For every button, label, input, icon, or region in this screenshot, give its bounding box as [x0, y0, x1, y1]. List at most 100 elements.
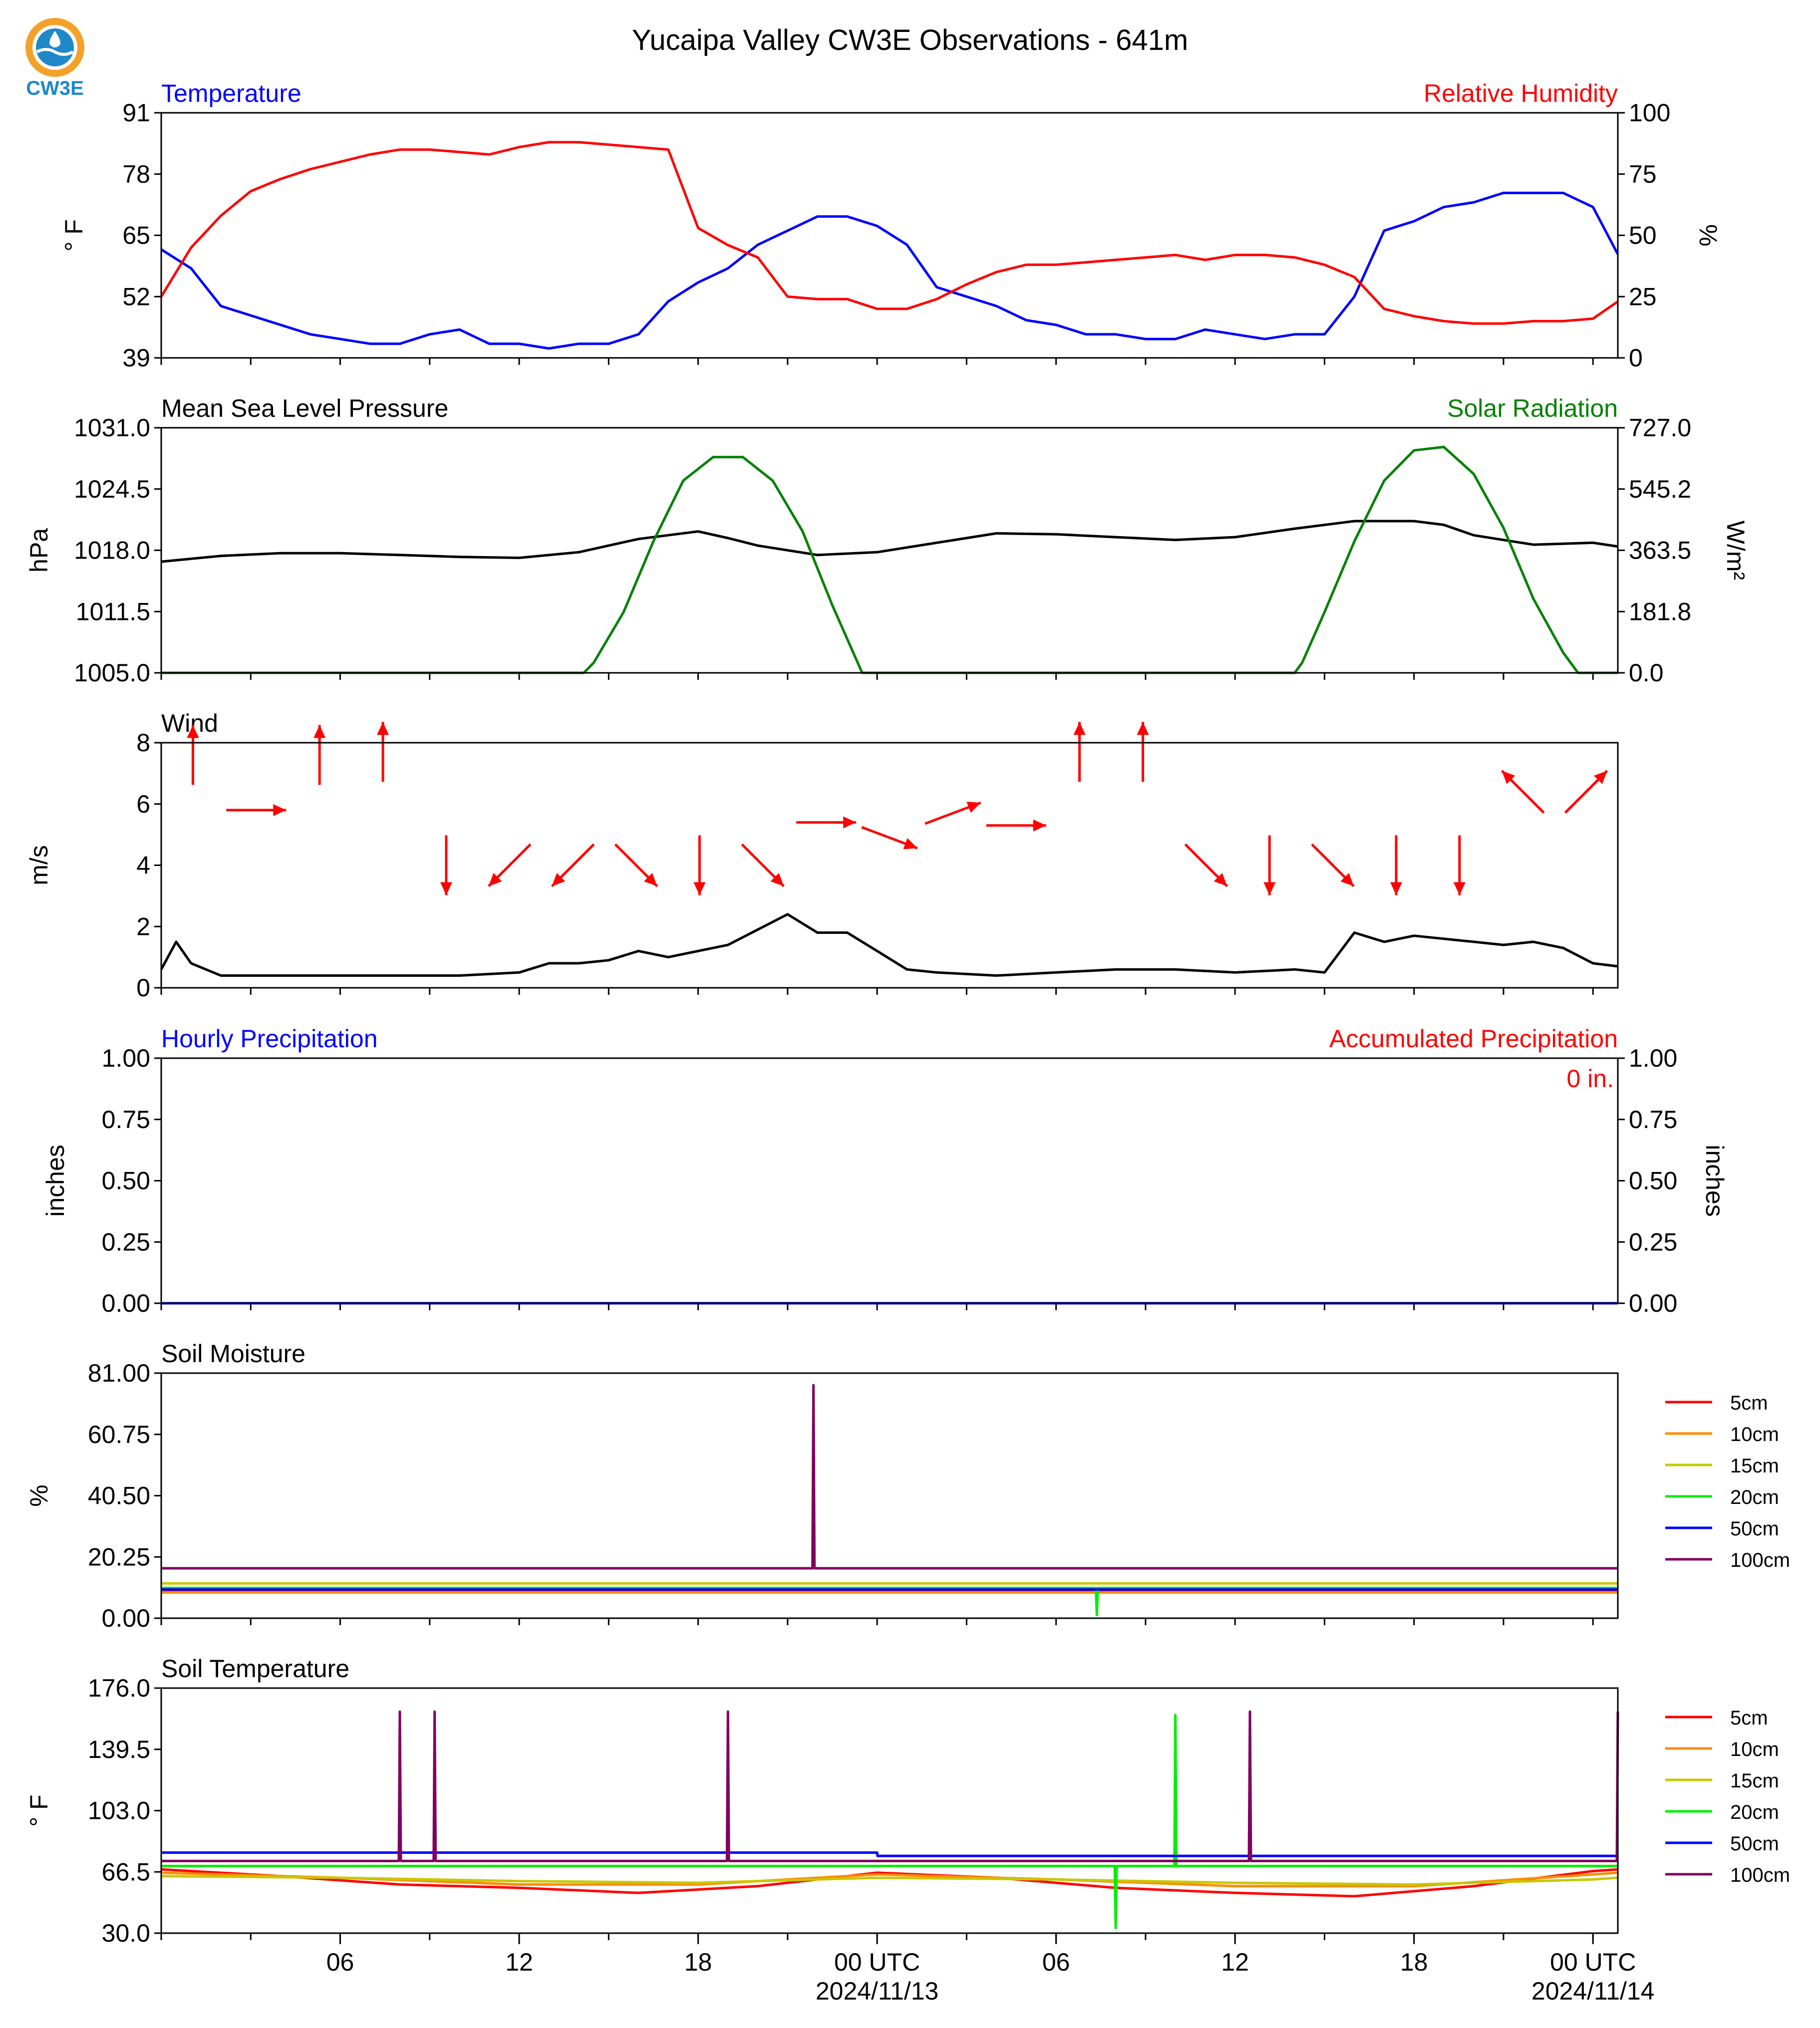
- data-point: [1234, 1892, 1236, 1894]
- y-tick-label: 0.00: [102, 1289, 150, 1317]
- x-tick-label: 06: [326, 1948, 354, 1976]
- data-point: [220, 975, 222, 976]
- data-point: [1413, 220, 1415, 222]
- data-point: [876, 1873, 878, 1875]
- data-point: [175, 941, 177, 943]
- data-point: [1532, 192, 1534, 194]
- data-point: [1532, 941, 1534, 943]
- data-point: [757, 928, 759, 930]
- data-point: [787, 230, 789, 232]
- data-point: [400, 1860, 402, 1862]
- data-point: [727, 944, 729, 946]
- y-tick-label-right: 1.00: [1629, 1044, 1677, 1072]
- data-point: [1443, 206, 1445, 208]
- chart-panels: Temperature Relative Humidity 39 52 65 78 91 ° …: [25, 79, 1790, 1947]
- wind-arrow-head: [966, 802, 981, 813]
- data-point: [936, 971, 938, 973]
- panel-label-left: Mean Sea Level Pressure: [161, 394, 448, 422]
- data-point: [607, 343, 609, 345]
- y-tick-label: 20.25: [88, 1543, 150, 1571]
- data-point: [339, 975, 341, 976]
- wind-arrow-head: [440, 882, 452, 895]
- data-point: [637, 333, 639, 335]
- data-point: [1248, 1860, 1250, 1862]
- data-point: [399, 975, 401, 976]
- data-point: [1562, 652, 1564, 653]
- cw3e-logo: CW3E: [25, 18, 84, 99]
- y-tick-label: 66.5: [102, 1858, 150, 1886]
- data-point: [1473, 473, 1475, 475]
- data-point: [697, 950, 699, 952]
- data-point: [190, 247, 192, 249]
- y-axis-label: %: [25, 1484, 53, 1506]
- y-tick-label-right: 50: [1629, 222, 1657, 250]
- data-point: [1383, 941, 1385, 943]
- panel-label-left: Temperature: [161, 79, 302, 107]
- data-point: [1294, 333, 1296, 335]
- data-point: [607, 144, 609, 146]
- x-tick-label: 12: [505, 1948, 533, 1976]
- data-point: [399, 1884, 401, 1885]
- wind-arrow-head: [1033, 819, 1046, 832]
- data-point: [1234, 1882, 1236, 1884]
- data-point: [1175, 968, 1177, 970]
- y-tick-label: 30.0: [102, 1919, 150, 1947]
- data-point: [906, 244, 908, 246]
- y-tick-label: 0.00: [102, 1604, 150, 1632]
- data-point: [772, 480, 774, 482]
- accumulated-value: 0 in.: [1566, 1065, 1614, 1093]
- data-point: [1383, 230, 1385, 232]
- data-point: [728, 1860, 730, 1862]
- data-point: [220, 305, 222, 307]
- data-point: [757, 257, 759, 259]
- data-point: [1145, 338, 1147, 340]
- data-point: [1443, 524, 1445, 526]
- y-tick-label: 0.25: [102, 1228, 150, 1256]
- data-point: [399, 554, 401, 556]
- legend-label: 15cm: [1730, 1455, 1779, 1477]
- data-point: [637, 538, 639, 540]
- x-date-label: 2024/11/13: [816, 1977, 939, 2005]
- data-point: [936, 542, 938, 544]
- data-point: [1145, 257, 1147, 259]
- data-point: [1413, 1885, 1415, 1887]
- plot-frame: [160, 742, 1619, 989]
- panel-label-left: Hourly Precipitation: [161, 1025, 378, 1053]
- data-point: [697, 531, 699, 533]
- data-point: [1473, 1885, 1475, 1887]
- wind-arrow-head: [1340, 872, 1354, 886]
- data-point: [652, 541, 654, 543]
- data-point: [757, 244, 759, 246]
- y-tick-label: 40.50: [88, 1482, 150, 1510]
- y-axis-label: ° F: [60, 219, 88, 251]
- wind-arrow-head: [843, 816, 857, 829]
- data-point: [1562, 320, 1564, 322]
- y-axis-label: inches: [41, 1145, 69, 1217]
- y-tick-label-right: 0.00: [1629, 1289, 1677, 1317]
- data-point: [429, 149, 431, 151]
- data-point: [399, 149, 401, 151]
- data-point: [518, 146, 520, 148]
- data-point: [1413, 315, 1415, 317]
- y-tick-label-right: 545.2: [1629, 475, 1691, 503]
- plot-frame: [160, 427, 1619, 674]
- y-tick-label: 1031.0: [74, 414, 150, 442]
- data-point: [250, 190, 252, 192]
- data-point: [1294, 968, 1296, 970]
- data-point: [637, 146, 639, 148]
- data-point: [1353, 1895, 1355, 1897]
- y-tick-label: 0.50: [102, 1167, 150, 1195]
- y-tick-label: 91: [122, 99, 150, 127]
- data-point: [812, 1567, 814, 1569]
- data-point: [995, 271, 997, 273]
- data-point: [1353, 932, 1355, 933]
- data-point: [697, 227, 699, 229]
- y-axis-label: m/s: [25, 845, 53, 885]
- y-tick-label-right: 0.25: [1629, 1228, 1677, 1256]
- logo-wave-icon: [36, 48, 74, 56]
- data-point: [607, 959, 609, 961]
- y-tick-label: 1024.5: [74, 475, 150, 503]
- y-tick-label: 1018.0: [74, 537, 150, 565]
- data-point: [1115, 259, 1117, 261]
